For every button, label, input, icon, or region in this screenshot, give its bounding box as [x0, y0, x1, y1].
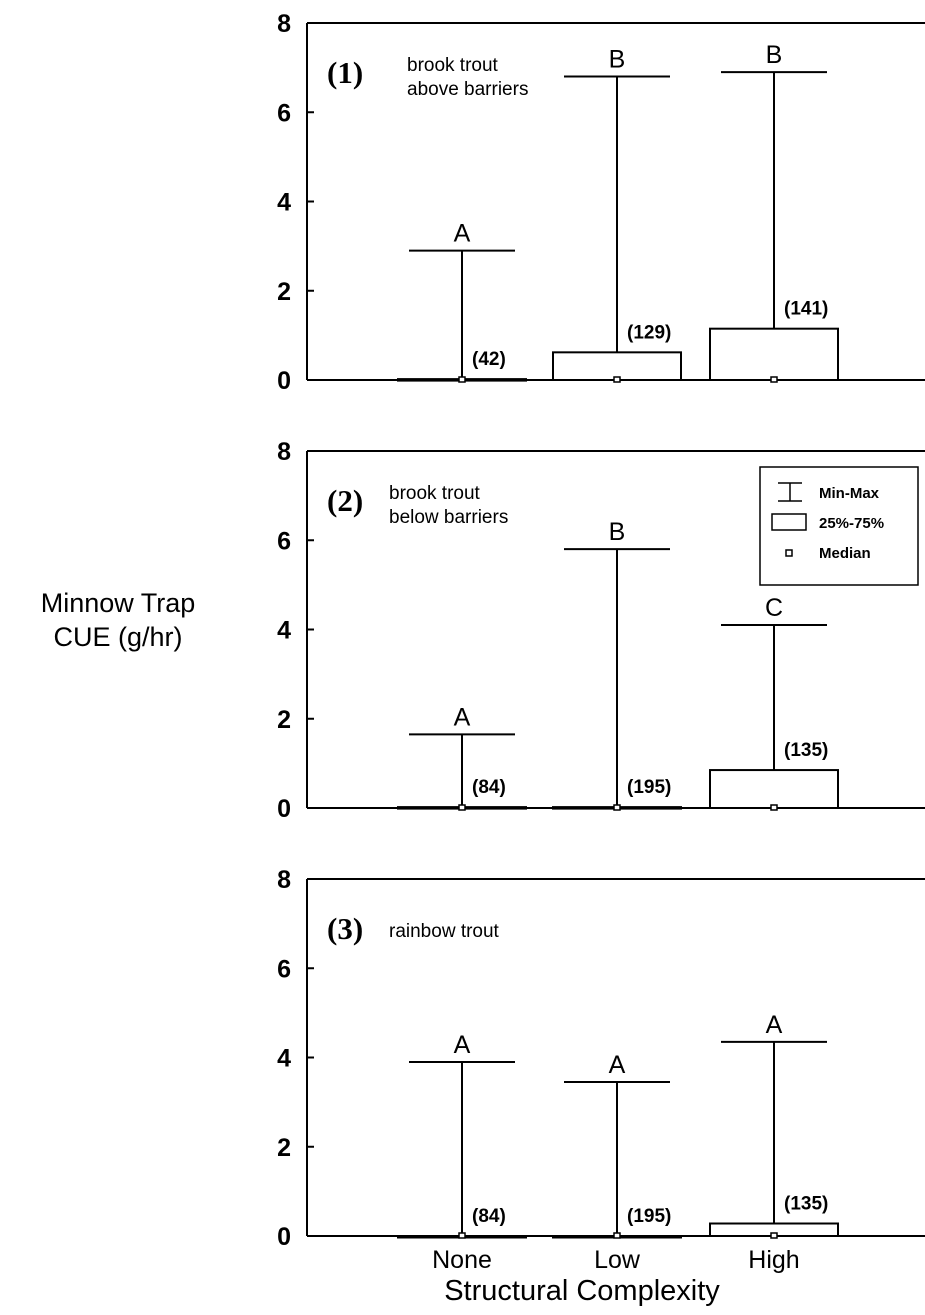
box-low: B (195): [552, 518, 682, 811]
median-marker: [770, 1232, 778, 1239]
panel-id: (2): [327, 483, 363, 518]
panel-subtitle: rainbow trout: [389, 921, 500, 942]
panel-1: 0 2 4 6 8 (1) brook trout above barriers A (42) B (…: [277, 10, 925, 395]
sample-size-label: (84): [472, 1206, 506, 1227]
median-marker: [770, 804, 778, 811]
group-letter: A: [454, 220, 471, 248]
x-tick-label: High: [748, 1246, 799, 1274]
y-tick-label: 2: [277, 706, 291, 734]
panel-subtitle: above barriers: [407, 79, 528, 100]
y-tick-label: 0: [277, 795, 291, 823]
sample-size-label: (195): [627, 1206, 671, 1227]
median-marker: [613, 376, 621, 383]
y-tick-label: 2: [277, 1134, 291, 1162]
x-axis-label: Structural Complexity: [444, 1275, 720, 1307]
y-axis-label-line-1: Minnow Trap: [41, 588, 196, 618]
group-letter: B: [766, 41, 783, 69]
y-tick-label: 6: [277, 99, 291, 127]
y-tick-label: 6: [277, 955, 291, 983]
y-tick-label: 4: [277, 617, 291, 645]
y-tick-label: 6: [277, 527, 291, 555]
x-tick-label: Low: [594, 1246, 641, 1274]
y-tick-label: 8: [277, 438, 291, 466]
sample-size-label: (195): [627, 777, 671, 798]
legend-iqr-label: 25%-75%: [819, 515, 884, 532]
group-letter: B: [609, 46, 626, 74]
y-tick-label: 4: [277, 1045, 291, 1073]
box-none: A (42): [397, 220, 527, 383]
box-none: A (84): [397, 703, 527, 811]
x-tick-labels: None Low High: [432, 1246, 800, 1274]
panel-id: (1): [327, 55, 363, 90]
y-tick-label: 4: [277, 189, 291, 217]
sample-size-label: (135): [784, 1194, 828, 1215]
iqr-box: [709, 327, 839, 381]
y-axis-label-line-2: CUE (g/hr): [53, 622, 182, 652]
median-marker: [613, 804, 621, 811]
sample-size-label: (129): [627, 322, 671, 343]
group-letter: A: [454, 1031, 471, 1059]
box-low: B (129): [552, 46, 682, 383]
median-marker: [770, 376, 778, 383]
sample-size-label: (84): [472, 777, 506, 798]
iqr-box: [709, 769, 839, 809]
group-letter: A: [609, 1051, 626, 1079]
y-axis-label: Minnow Trap CUE (g/hr): [41, 588, 196, 652]
group-letter: B: [609, 518, 626, 546]
median-marker: [458, 1232, 466, 1239]
box-high: C (135): [709, 594, 839, 811]
median-marker: [613, 1232, 621, 1239]
panel-id: (3): [327, 911, 363, 946]
group-letter: A: [766, 1011, 783, 1039]
panel-subtitle: brook trout: [389, 483, 481, 504]
box-low: A (195): [552, 1051, 682, 1239]
legend-median-marker: [785, 549, 793, 557]
box-high: A (135): [709, 1011, 839, 1239]
group-letter: A: [454, 703, 471, 731]
chart-panels: 0 2 4 6 8 (1) brook trout above barriers A (42) B (…: [277, 10, 925, 1251]
panel-subtitle: below barriers: [389, 507, 508, 528]
y-tick-label: 8: [277, 10, 291, 38]
sample-size-label: (42): [472, 349, 506, 370]
panel-2: 0 2 4 6 8 (2) brook trout below barriers A (84) B (…: [277, 438, 925, 823]
legend-minmax-label: Min-Max: [819, 485, 880, 502]
iqr-box: [552, 351, 682, 381]
y-tick-label: 0: [277, 367, 291, 395]
x-tick-label: None: [432, 1246, 492, 1274]
y-tick-label: 2: [277, 278, 291, 306]
median-marker: [458, 804, 466, 811]
legend-iqr-box: [771, 513, 807, 531]
sample-size-label: (135): [784, 740, 828, 761]
median-marker: [458, 376, 466, 383]
y-tick-label: 0: [277, 1223, 291, 1251]
panel-subtitle: brook trout: [407, 55, 499, 76]
group-letter: C: [765, 594, 783, 622]
sample-size-label: (141): [784, 299, 828, 320]
legend-median-label: Median: [819, 545, 871, 562]
panel-3: 0 2 4 6 8 (3) rainbow trout A (84) A (195) A (135): [277, 866, 925, 1251]
box-high: B (141): [709, 41, 839, 383]
y-tick-label: 8: [277, 866, 291, 894]
box-none: A (84): [397, 1031, 527, 1239]
legend: Min-Max 25%-75% Median: [759, 466, 919, 586]
